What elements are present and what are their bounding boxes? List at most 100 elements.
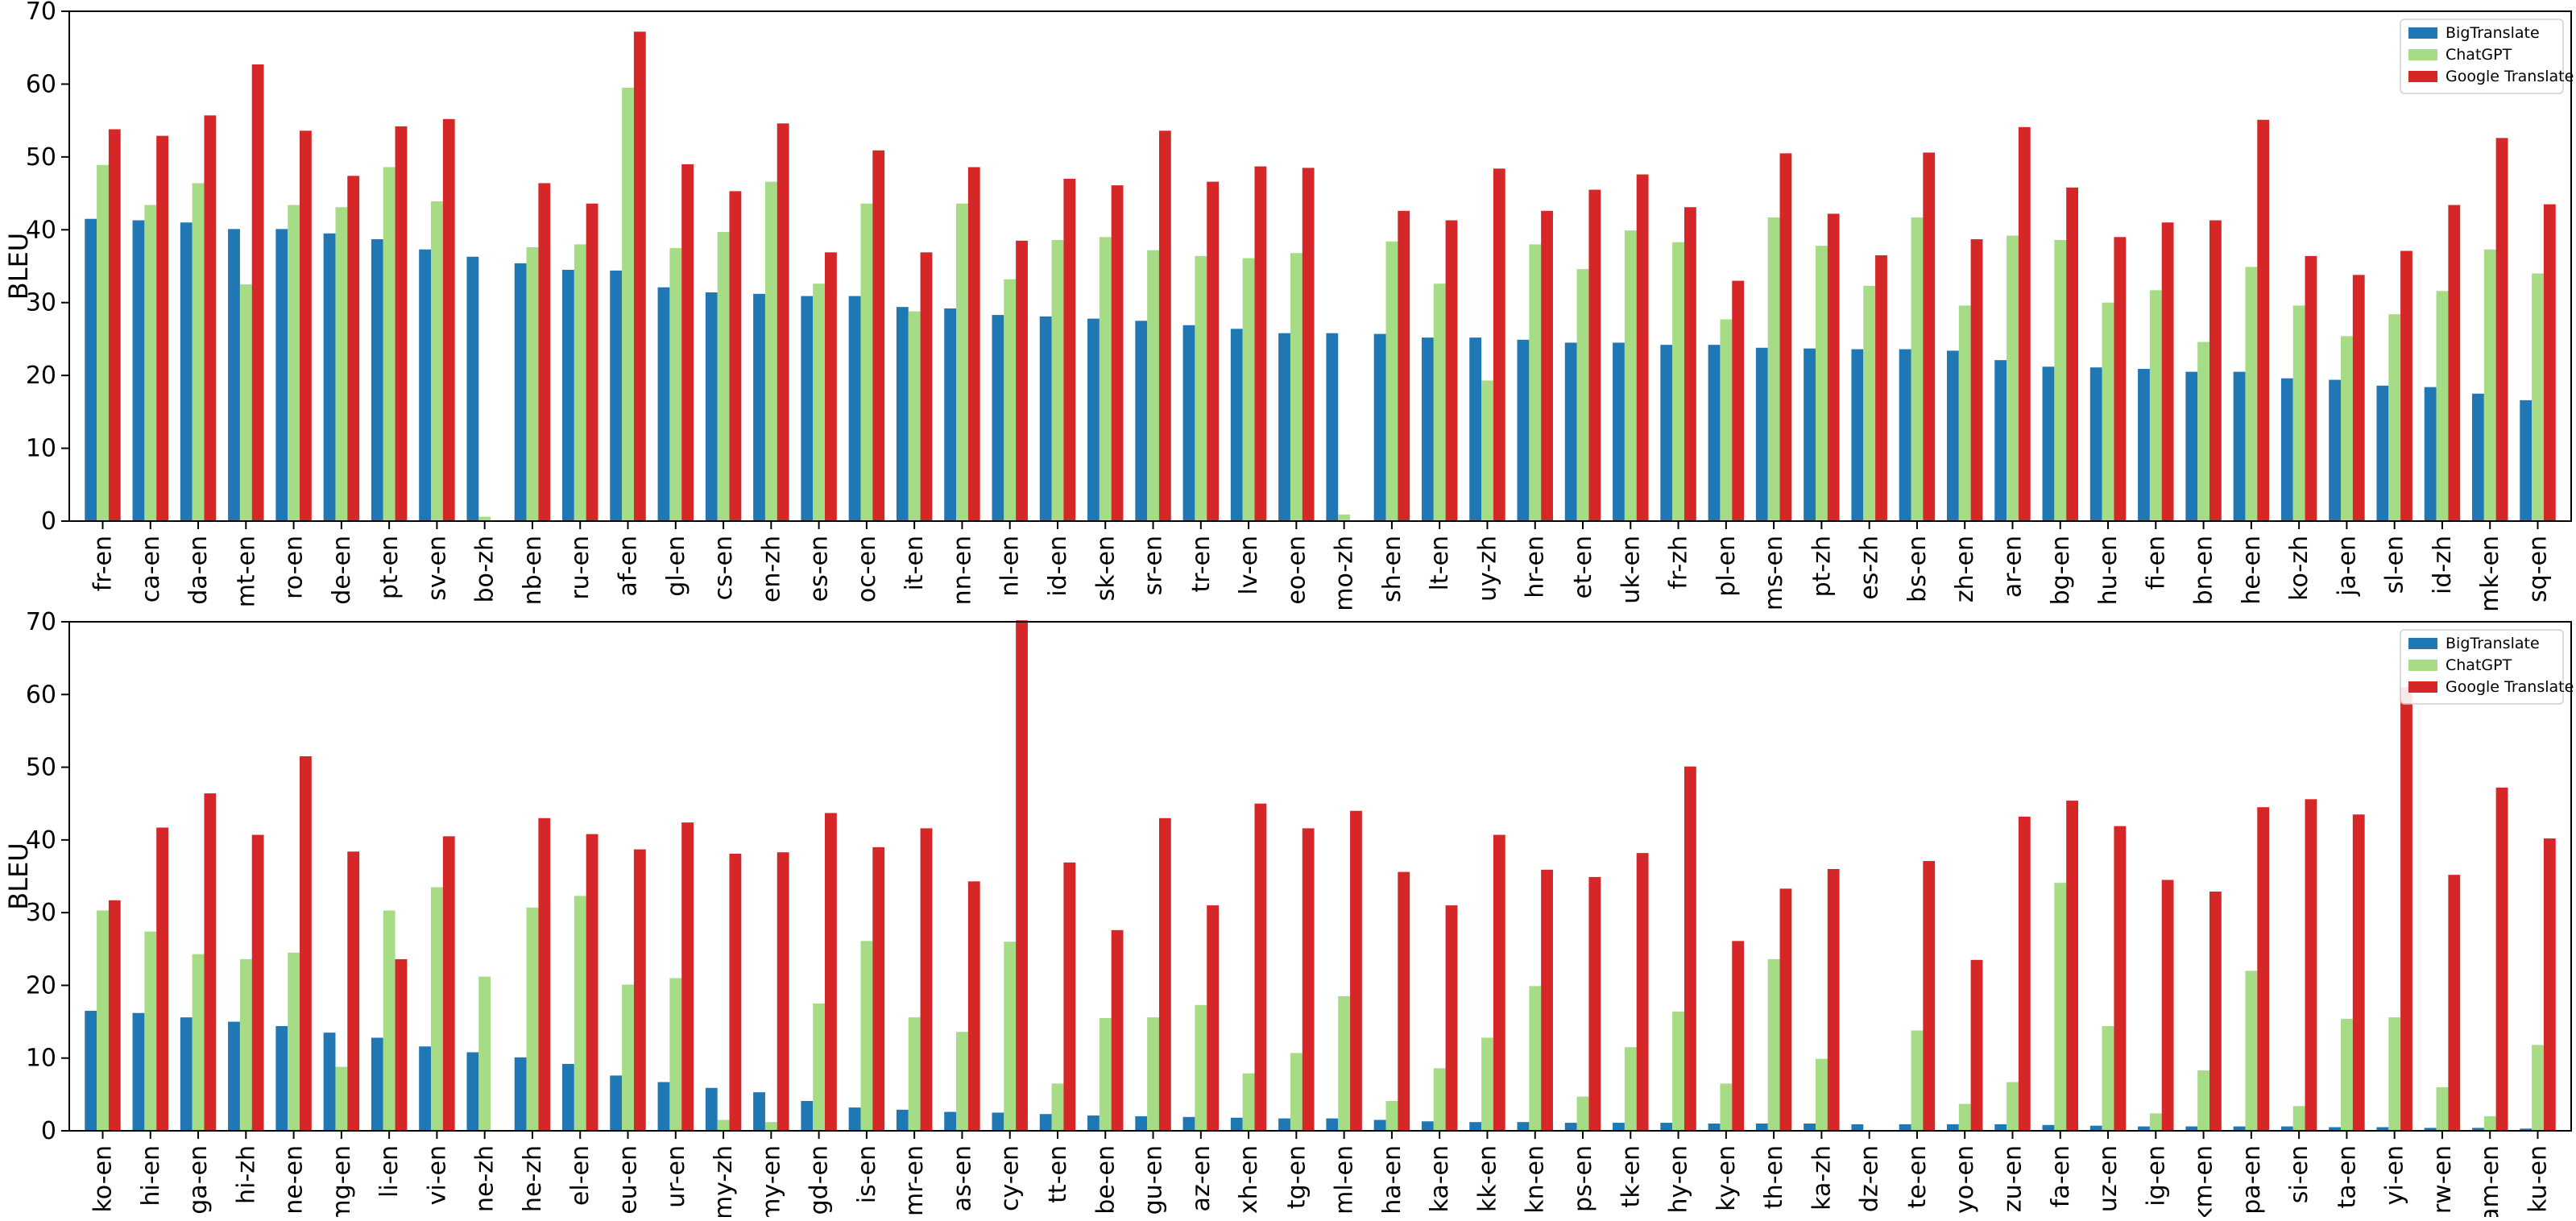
x-tick-label-is-en: is-en — [853, 1145, 881, 1203]
bar-ne-zh-bigtranslate — [466, 1052, 479, 1131]
y-tick-label: 20 — [26, 362, 56, 390]
bar-sq-en-bigtranslate — [2520, 399, 2533, 521]
bar-ko-zh-bigtranslate — [2280, 378, 2293, 521]
x-tick-label-fr-en: fr-en — [89, 536, 117, 591]
bar-kn-en-bigtranslate — [1517, 1122, 1530, 1131]
bar-id-zh-bigtranslate — [2424, 387, 2437, 521]
bar-de-en-google-translate — [347, 176, 360, 521]
bar-eo-en-chatgpt — [1290, 253, 1302, 521]
bar-he-zh-bigtranslate — [514, 1057, 527, 1131]
bar-rw-en-chatgpt — [2436, 1086, 2449, 1131]
bar-he-zh-google-translate — [538, 817, 551, 1131]
x-tick-label-sr-en: sr-en — [1140, 536, 1168, 595]
x-tick-label-mk-en: mk-en — [2476, 536, 2504, 612]
x-tick-label-tk-en: tk-en — [1617, 1145, 1645, 1207]
x-tick-label-ro-en: ro-en — [280, 536, 309, 599]
bar-ta-en-chatgpt — [2341, 1018, 2353, 1131]
bar-bn-en-google-translate — [2209, 220, 2222, 521]
bar-en-zh-chatgpt — [764, 181, 777, 521]
bar-my-en-bigtranslate — [753, 1092, 765, 1131]
bar-de-en-bigtranslate — [323, 233, 336, 521]
bar-yo-en-google-translate — [1970, 959, 1983, 1131]
bar-tr-en-bigtranslate — [1182, 325, 1195, 521]
x-tick-label-bg-en: bg-en — [2047, 536, 2075, 605]
bar-fr-zh-bigtranslate — [1660, 345, 1673, 521]
bar-hu-en-google-translate — [2114, 237, 2127, 521]
bar-sr-en-chatgpt — [1147, 250, 1159, 521]
bar-ko-zh-google-translate — [2305, 255, 2317, 521]
bar-sh-en-chatgpt — [1385, 241, 1398, 521]
bar-id-zh-google-translate — [2448, 205, 2461, 522]
y-tick-label: 40 — [26, 216, 56, 244]
bar-uk-en-google-translate — [1636, 174, 1649, 521]
x-tick-label-ta-en: ta-en — [2333, 1145, 2361, 1208]
bar-tk-en-google-translate — [1636, 853, 1649, 1131]
bar-kk-en-bigtranslate — [1469, 1122, 1482, 1131]
bar-ca-en-chatgpt — [144, 205, 157, 522]
x-tick-label-mr-en: mr-en — [901, 1145, 929, 1216]
bar-am-en-chatgpt — [2483, 1115, 2496, 1131]
bar-rw-en-bigtranslate — [2424, 1128, 2437, 1131]
bar-cy-en-bigtranslate — [992, 1112, 1004, 1131]
x-tick-label-ur-en: ur-en — [662, 1145, 690, 1208]
bar-ig-en-google-translate — [2161, 880, 2174, 1131]
bar-es-en-bigtranslate — [801, 296, 814, 521]
bar-oc-en-bigtranslate — [848, 296, 861, 521]
x-tick-label-am-en: am-en — [2476, 1145, 2504, 1217]
bar-az-en-google-translate — [1207, 905, 1220, 1131]
bar-es-zh-bigtranslate — [1851, 349, 1864, 521]
bar-ha-en-bigtranslate — [1373, 1120, 1386, 1131]
bar-th-en-google-translate — [1779, 888, 1792, 1131]
bar-zh-en-chatgpt — [1958, 305, 1971, 521]
bar-gl-en-google-translate — [681, 163, 694, 521]
legend-swatch-google-translate — [2408, 681, 2437, 693]
bar-ar-en-chatgpt — [2007, 235, 2019, 521]
x-tick-label-vi-en: vi-en — [423, 1145, 451, 1205]
legend-box — [2400, 19, 2564, 94]
bar-yi-en-bigtranslate — [2376, 1127, 2389, 1131]
x-tick-label-el-en: el-en — [566, 1145, 594, 1206]
bar-tg-en-bigtranslate — [1278, 1118, 1290, 1131]
x-tick-label-sv-en: sv-en — [423, 536, 451, 601]
x-tick-label-he-en: he-en — [2238, 536, 2266, 605]
x-tick-label-ne-en: ne-en — [280, 1145, 309, 1215]
bar-nb-en-chatgpt — [526, 246, 539, 521]
x-tick-label-tt-en: tt-en — [1044, 1145, 1072, 1203]
bar-pt-en-google-translate — [395, 126, 408, 521]
x-tick-label-sl-en: sl-en — [2381, 536, 2409, 594]
bar-it-en-chatgpt — [908, 311, 921, 521]
bar-et-en-google-translate — [1588, 189, 1601, 522]
bar-nl-en-google-translate — [1016, 240, 1028, 521]
bar-cy-en-chatgpt — [1004, 942, 1017, 1131]
bar-bn-en-bigtranslate — [2185, 371, 2198, 521]
bar-eu-en-google-translate — [633, 849, 646, 1131]
bar-pa-en-chatgpt — [2245, 971, 2258, 1131]
bar-fa-en-chatgpt — [2054, 883, 2067, 1131]
bar-gd-en-chatgpt — [813, 1004, 826, 1131]
bar-zu-en-chatgpt — [2007, 1082, 2019, 1131]
bar-li-en-chatgpt — [383, 910, 396, 1131]
bar-hi-zh-chatgpt — [239, 958, 252, 1131]
legend-box — [2400, 629, 2564, 705]
bar-lv-en-bigtranslate — [1230, 329, 1243, 521]
y-tick-label: 10 — [26, 435, 56, 463]
x-tick-label-sh-en: sh-en — [1378, 536, 1406, 602]
bar-lt-en-chatgpt — [1433, 284, 1446, 521]
plot-frame — [68, 621, 2572, 1132]
bar-ko-en-chatgpt — [97, 910, 109, 1131]
x-tick-label-hi-en: hi-en — [137, 1145, 165, 1207]
bar-pt-zh-google-translate — [1827, 213, 1840, 521]
bar-gl-en-bigtranslate — [657, 287, 670, 521]
bar-hr-en-bigtranslate — [1517, 339, 1530, 521]
x-tick-label-ar-en: ar-en — [1998, 536, 2027, 598]
bar-bg-en-bigtranslate — [2042, 366, 2055, 521]
x-tick-label-uk-en: uk-en — [1617, 536, 1645, 604]
bar-bs-en-chatgpt — [1911, 217, 1924, 521]
bar-kn-en-chatgpt — [1529, 986, 1542, 1131]
bar-tr-en-chatgpt — [1195, 255, 1207, 521]
bar-xh-en-bigtranslate — [1230, 1117, 1243, 1131]
bar-sv-en-chatgpt — [431, 201, 443, 521]
bar-az-en-bigtranslate — [1182, 1116, 1195, 1131]
legend-swatch-google-translate — [2408, 71, 2437, 82]
